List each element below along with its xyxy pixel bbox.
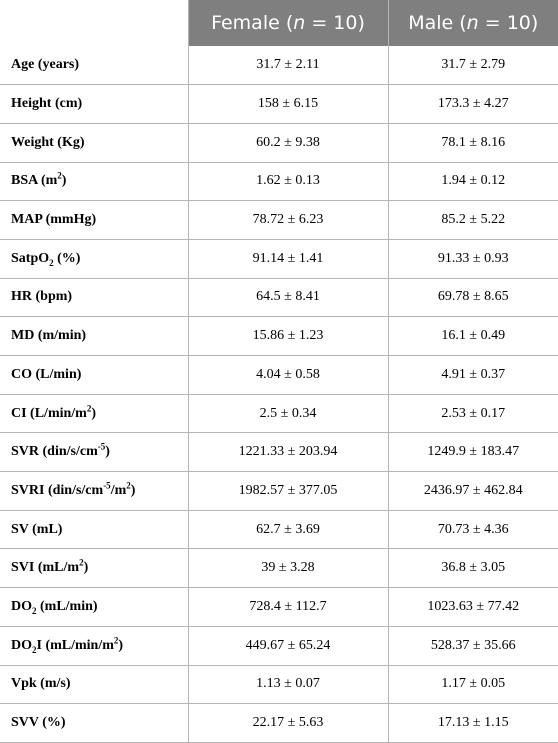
male-value: 78.1 ± 8.16 [388,123,558,163]
male-value: 2.53 ± 0.17 [388,394,558,434]
female-value: 15.86 ± 1.23 [188,316,389,356]
table-row: Age (years) 31.7 ± 2.11 31.7 ± 2.79 [0,46,558,86]
header-blank-cell [0,0,189,46]
female-value: 1221.33 ± 203.94 [188,432,389,473]
male-value: 4.91 ± 0.37 [388,355,558,395]
table-row: SVR (din/s/cm-5) 1221.33 ± 203.94 1249.9… [0,432,558,473]
female-value: 62.7 ± 3.69 [188,510,389,550]
table-row: MAP (mmHg) 78.72 ± 6.23 85.2 ± 5.22 [0,200,558,240]
female-value: 728.4 ± 112.7 [188,587,389,627]
row-label: HR (bpm) [0,278,189,318]
male-value: 69.78 ± 8.65 [388,278,558,318]
row-label: CO (L/min) [0,355,189,395]
female-value: 91.14 ± 1.41 [188,239,389,279]
female-value: 1.62 ± 0.13 [188,162,389,202]
male-value: 173.3 ± 4.27 [388,84,558,124]
row-label: MD (m/min) [0,316,189,356]
row-label: Height (cm) [0,84,189,124]
row-label: SVR (din/s/cm-5) [0,432,189,473]
header-male: Male (n = 10) [388,0,558,46]
female-value: 4.04 ± 0.58 [188,355,389,395]
male-value: 1.94 ± 0.12 [388,162,558,202]
female-value: 2.5 ± 0.34 [188,394,389,434]
female-value: 1982.57 ± 377.05 [188,471,389,511]
male-value: 2436.97 ± 462.84 [388,471,558,511]
female-value: 22.17 ± 5.63 [188,703,389,743]
male-value: 1023.63 ± 77.42 [388,587,558,627]
row-label: SatpO2 (%) [0,239,189,279]
header-female: Female (n = 10) [188,0,389,46]
row-label: SVV (%) [0,703,189,743]
table-row: SVI (mL/m2) 39 ± 3.28 36.8 ± 3.05 [0,548,558,589]
table-row: Weight (Kg) 60.2 ± 9.38 78.1 ± 8.16 [0,123,558,163]
table-header-row: Female (n = 10) Male (n = 10) [0,0,558,46]
row-label: Vpk (m/s) [0,665,189,705]
table-row: HR (bpm) 64.5 ± 8.41 69.78 ± 8.65 [0,278,558,318]
male-value: 91.33 ± 0.93 [388,239,558,279]
table-row: DO2I (mL/min/m2) 449.67 ± 65.24 528.37 ±… [0,626,558,666]
male-value: 36.8 ± 3.05 [388,548,558,589]
female-value: 60.2 ± 9.38 [188,123,389,163]
table-row: BSA (m2) 1.62 ± 0.13 1.94 ± 0.12 [0,162,558,202]
male-value: 16.1 ± 0.49 [388,316,558,356]
female-value: 1.13 ± 0.07 [188,665,389,705]
female-value: 64.5 ± 8.41 [188,278,389,318]
row-label: SVI (mL/m2) [0,548,189,589]
male-value: 1249.9 ± 183.47 [388,432,558,473]
table-row: Vpk (m/s) 1.13 ± 0.07 1.17 ± 0.05 [0,665,558,705]
table-row: DO2 (mL/min) 728.4 ± 112.7 1023.63 ± 77.… [0,587,558,627]
table-row: MD (m/min) 15.86 ± 1.23 16.1 ± 0.49 [0,316,558,356]
female-value: 449.67 ± 65.24 [188,626,389,666]
male-value: 528.37 ± 35.66 [388,626,558,666]
male-value: 31.7 ± 2.79 [388,46,558,86]
male-value: 1.17 ± 0.05 [388,665,558,705]
male-value: 85.2 ± 5.22 [388,200,558,240]
row-label: Age (years) [0,46,189,86]
row-label: DO2I (mL/min/m2) [0,626,189,666]
row-label: SVRI (din/s/cm-5/m2) [0,471,189,511]
row-label: MAP (mmHg) [0,200,189,240]
table-row: SatpO2 (%) 91.14 ± 1.41 91.33 ± 0.93 [0,239,558,279]
female-value: 78.72 ± 6.23 [188,200,389,240]
male-value: 70.73 ± 4.36 [388,510,558,550]
table-row: SVV (%) 22.17 ± 5.63 17.13 ± 1.15 [0,703,558,743]
male-value: 17.13 ± 1.15 [388,703,558,743]
row-label: DO2 (mL/min) [0,587,189,627]
table-row: SV (mL) 62.7 ± 3.69 70.73 ± 4.36 [0,510,558,550]
table-row: SVRI (din/s/cm-5/m2) 1982.57 ± 377.05 24… [0,471,558,511]
table-row: CO (L/min) 4.04 ± 0.58 4.91 ± 0.37 [0,355,558,395]
female-value: 158 ± 6.15 [188,84,389,124]
row-label: Weight (Kg) [0,123,189,163]
female-value: 31.7 ± 2.11 [188,46,389,86]
row-label: SV (mL) [0,510,189,550]
row-label: BSA (m2) [0,162,189,202]
table-row: Height (cm) 158 ± 6.15 173.3 ± 4.27 [0,84,558,124]
female-value: 39 ± 3.28 [188,548,389,589]
table-row: CI (L/min/m2) 2.5 ± 0.34 2.53 ± 0.17 [0,394,558,434]
row-label: CI (L/min/m2) [0,394,189,434]
